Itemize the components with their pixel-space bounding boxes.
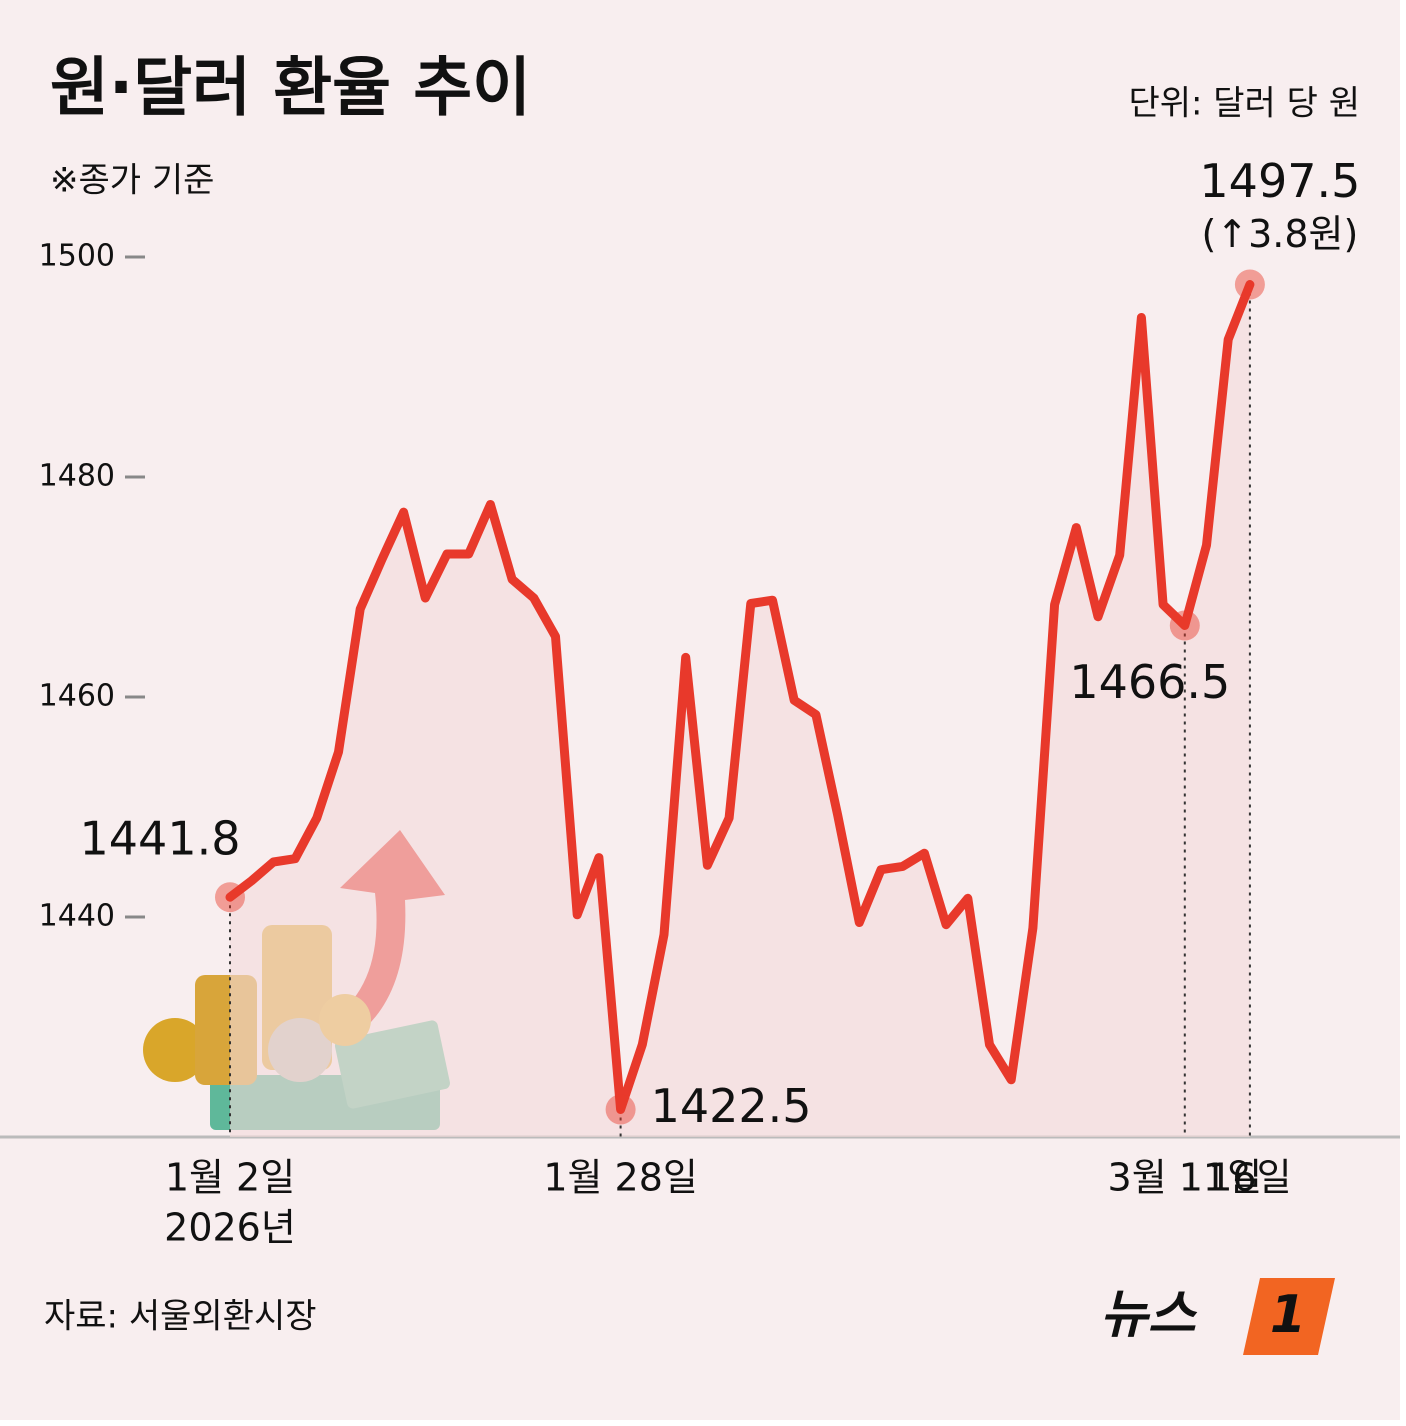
x-tick-label: 16일	[1208, 1156, 1291, 1200]
value-label: 1497.5	[1199, 154, 1360, 208]
brand-badge	[1243, 1278, 1335, 1355]
y-tick-label: 1500	[39, 239, 115, 274]
value-label: 1422.5	[651, 1079, 812, 1133]
x-tick-label: 1월 2일	[165, 1156, 295, 1200]
highlight-point	[1234, 269, 1265, 300]
source: 자료: 서울외환시장	[44, 1297, 317, 1337]
value-label: 1466.5	[1069, 655, 1230, 709]
y-tick-label: 1480	[39, 459, 115, 494]
change-label: (↑3.8원)	[1201, 212, 1358, 256]
y-tick-label: 1440	[39, 899, 115, 934]
highlight-point	[605, 1094, 636, 1125]
unit-label: 단위: 달러 당 원	[1128, 84, 1360, 124]
logo: 뉴스 1	[1100, 1278, 1335, 1355]
y-tick-label: 1460	[39, 679, 115, 714]
x-tick-label: 1월 28일	[543, 1156, 698, 1200]
year-label: 2026년	[164, 1206, 296, 1250]
highlight-point	[1169, 610, 1200, 641]
chart-title: 원·달러 환율 추이	[50, 52, 531, 126]
brand-mark: 1	[1270, 1285, 1306, 1345]
line	[225, 280, 1255, 1114]
value-label: 1441.8	[80, 812, 241, 866]
brand-name: 뉴스	[1100, 1285, 1198, 1345]
x-tick-label: 3월 11일	[1108, 1156, 1263, 1200]
coin	[143, 1018, 207, 1082]
highlight-point	[215, 882, 245, 913]
note: ※종가 기준	[50, 161, 214, 201]
